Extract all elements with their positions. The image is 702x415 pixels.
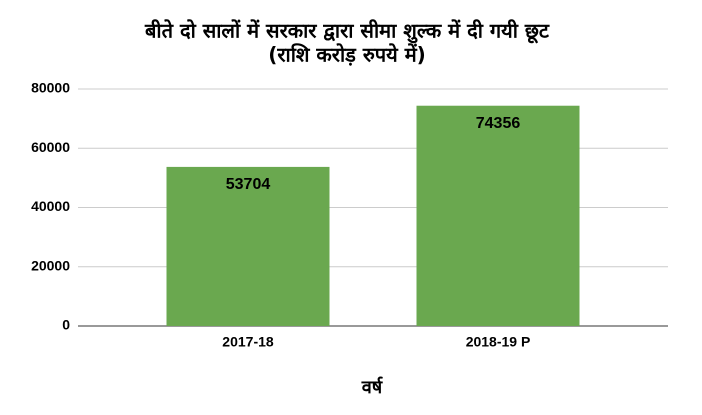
data-label: 74356 (476, 115, 521, 132)
y-tick-label: 80000 (31, 80, 70, 96)
y-tick-label: 60000 (31, 139, 70, 155)
y-tick-label: 0 (62, 317, 70, 333)
bar (166, 166, 330, 326)
x-axis-label: वर्ष (361, 376, 383, 398)
y-tick-label: 20000 (31, 257, 70, 273)
bar (416, 105, 580, 326)
y-tick-label: 40000 (31, 198, 70, 214)
data-label: 53704 (226, 176, 271, 193)
chart-title: बीते दो सालों में सरकार द्वारा सीमा शुल्… (144, 19, 550, 44)
x-tick-label: 2017-18 (222, 334, 274, 350)
chart-subtitle: (राशि करोड़ रुपये में) (268, 43, 426, 67)
x-tick-label: 2018-19 P (466, 334, 531, 350)
